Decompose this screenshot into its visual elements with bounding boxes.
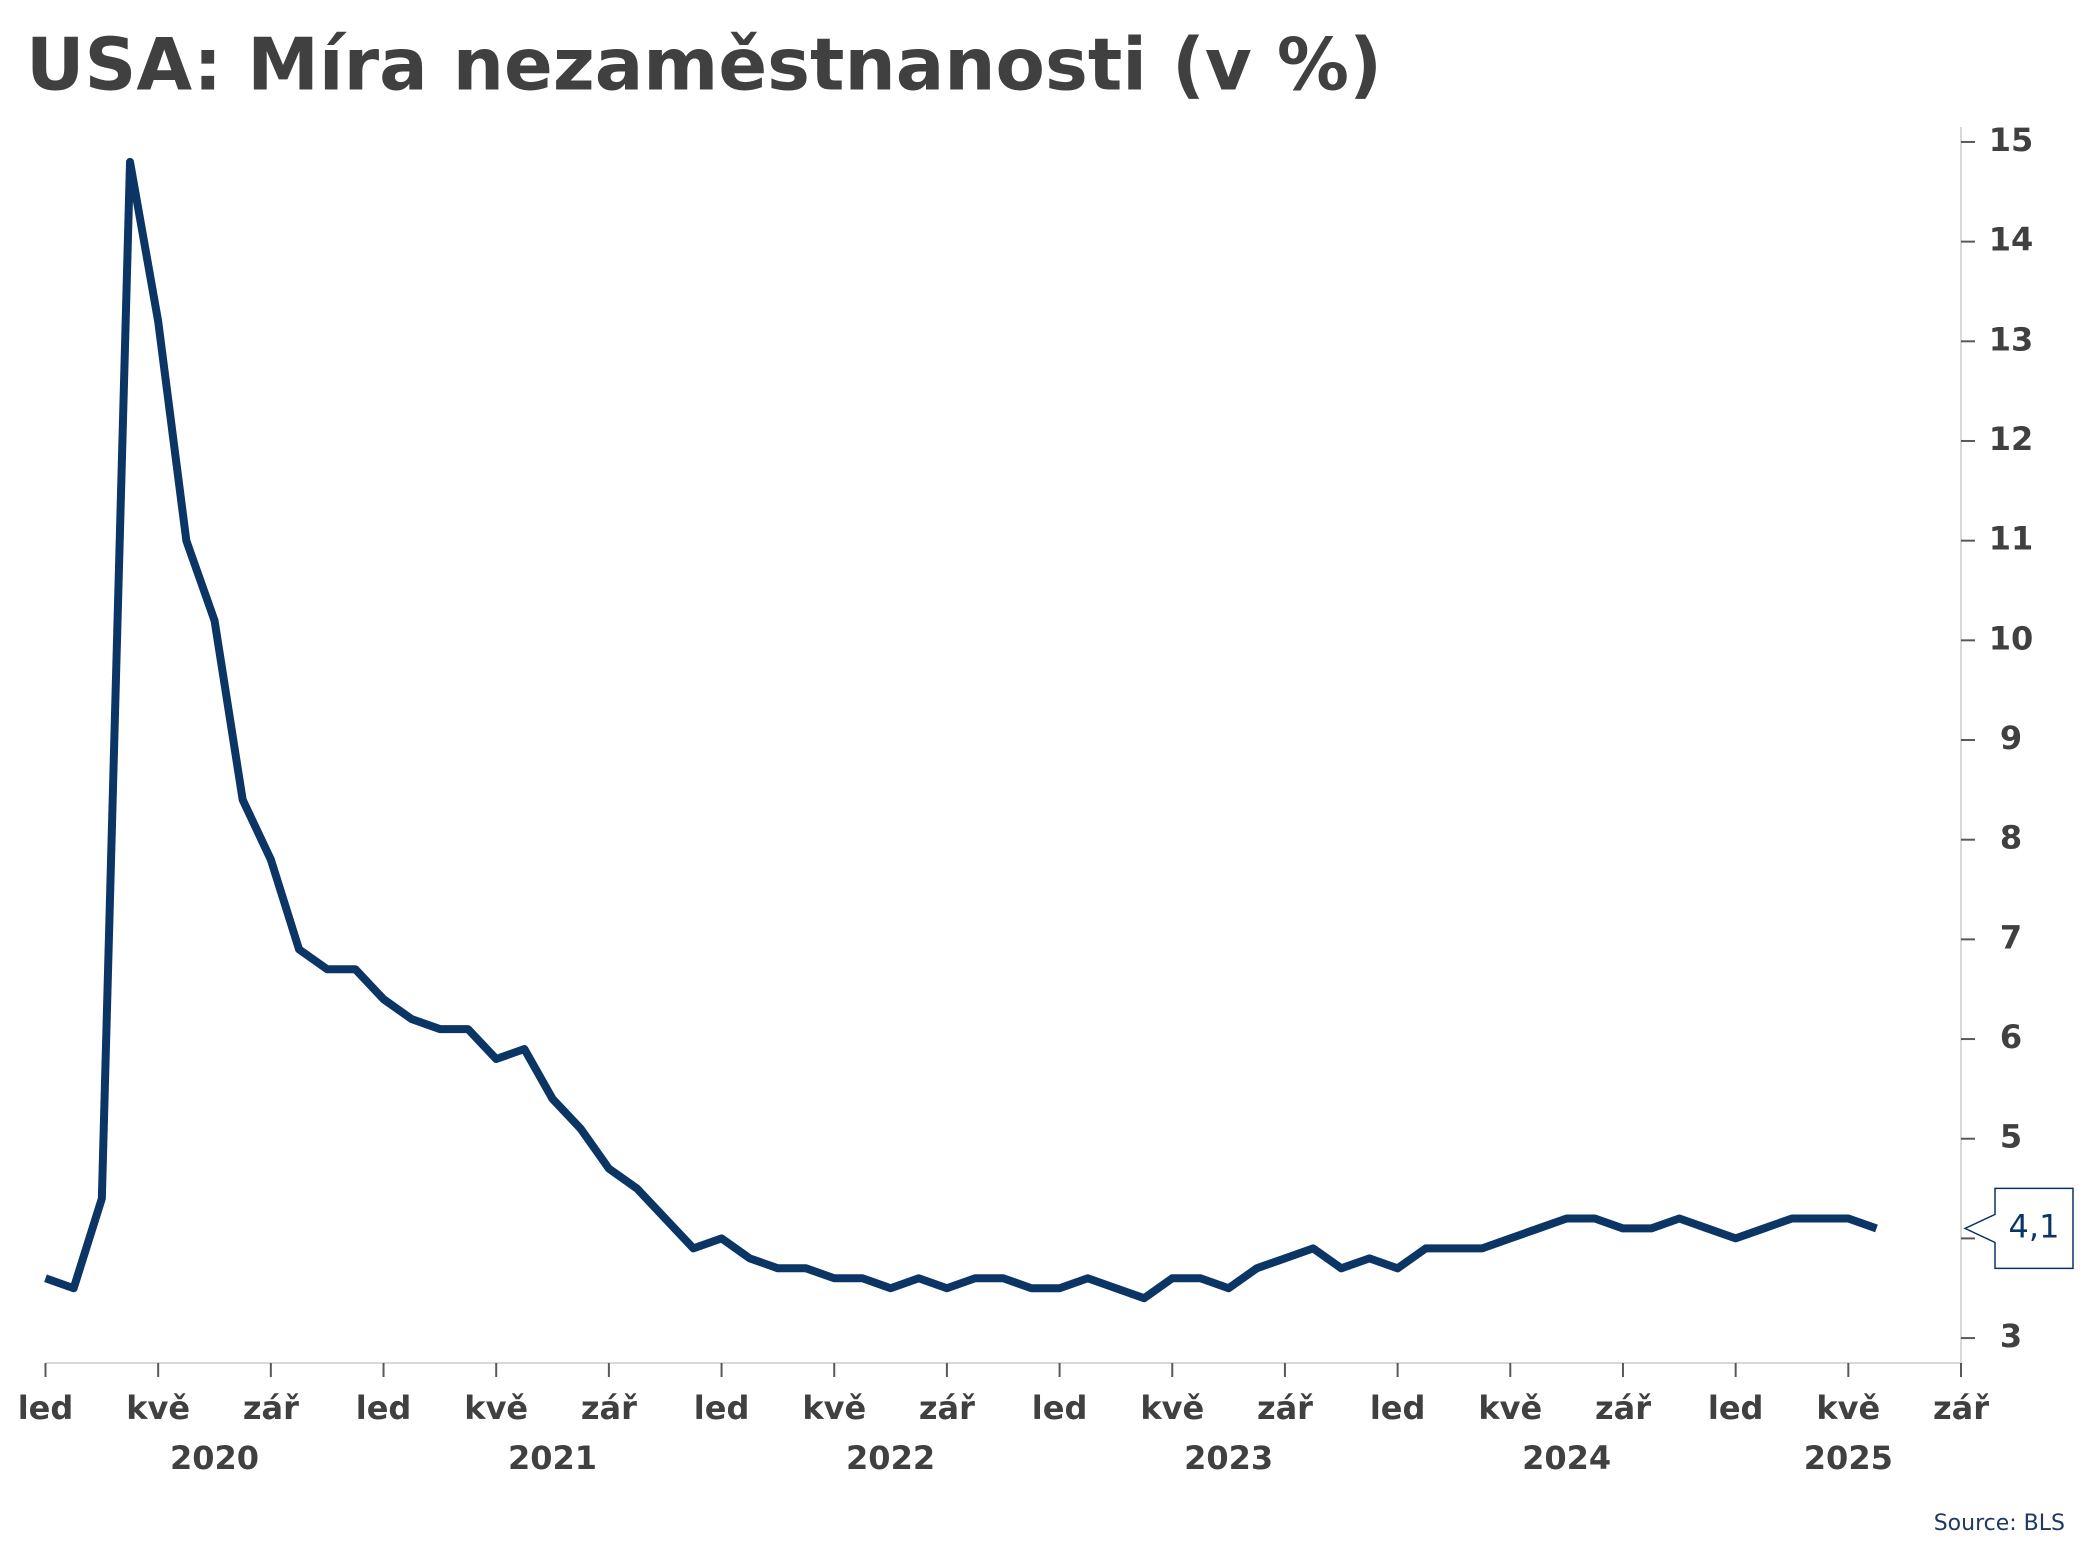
- y-tick-label: 3: [2000, 1317, 2022, 1355]
- source: Source: BLS: [1934, 1511, 2065, 1536]
- y-tick-label: 7: [2000, 918, 2022, 956]
- x-tick-label: zář: [243, 1389, 299, 1427]
- y-tick-label: 6: [2000, 1018, 2022, 1056]
- x-tick-label: zář: [1933, 1389, 1989, 1427]
- year-label: 2021: [508, 1439, 597, 1477]
- x-tick-label: zář: [1257, 1389, 1313, 1427]
- y-tick-label: 9: [2000, 719, 2022, 757]
- x-tick-label: led: [1708, 1389, 1764, 1427]
- x-tick-label: led: [356, 1389, 412, 1427]
- x-tick-label: kvě: [1816, 1389, 1880, 1427]
- x-tick-label: kvě: [464, 1389, 528, 1427]
- x-tick-label: kvě: [126, 1389, 190, 1427]
- x-tick-label: zář: [1595, 1389, 1651, 1427]
- x-tick-label: kvě: [802, 1389, 866, 1427]
- y-tick-label: 12: [1989, 420, 2034, 458]
- x-tick-label: zář: [919, 1389, 975, 1427]
- year-label: 2020: [170, 1439, 259, 1477]
- x-tick-label: led: [694, 1389, 750, 1427]
- y-tick-label: 8: [2000, 819, 2022, 857]
- y-tick-label: 13: [1989, 320, 2034, 358]
- year-label: 2023: [1184, 1439, 1273, 1477]
- y-tick-label: 5: [2000, 1118, 2022, 1156]
- x-tick-label: kvě: [1140, 1389, 1204, 1427]
- x-tick-label: kvě: [1478, 1389, 1542, 1427]
- x-tick-label: led: [1370, 1389, 1426, 1427]
- end-label: 4,1: [2009, 1207, 2060, 1245]
- y-tick-label: 14: [1989, 221, 2034, 259]
- year-label: 2025: [1804, 1439, 1893, 1477]
- end-label-box: [1963, 1187, 2074, 1270]
- year-label: 2024: [1522, 1439, 1611, 1477]
- series-line: [44, 157, 1878, 1303]
- y-tick-label: 11: [1989, 520, 2034, 558]
- y-tick-label: 10: [1989, 619, 2034, 657]
- year-label: 2022: [846, 1439, 935, 1477]
- y-tick-label: 15: [1989, 121, 2034, 159]
- x-tick-label: led: [1032, 1389, 1088, 1427]
- x-tick-label: led: [18, 1389, 74, 1427]
- x-tick-label: zář: [581, 1389, 637, 1427]
- chart-title: USA: Míra nezaměstnanosti (v %): [26, 23, 1382, 107]
